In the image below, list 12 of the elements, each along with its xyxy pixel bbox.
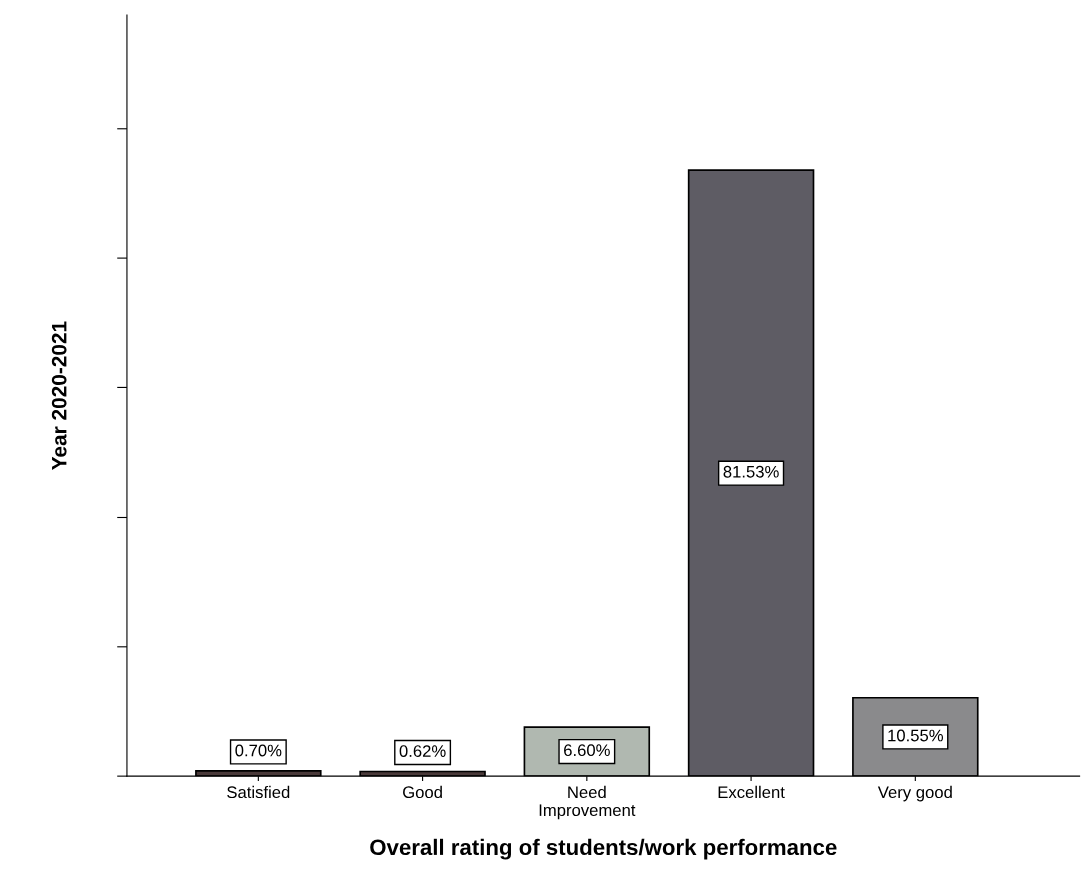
x-axis-title: Overall rating of students/work performance xyxy=(370,838,837,860)
data-label: 10.55% xyxy=(888,729,943,742)
data-label: 0.70% xyxy=(235,744,282,757)
data-label: 0.62% xyxy=(399,745,446,757)
x-tick-label: Excellent xyxy=(718,785,785,799)
x-tick-label: Very good xyxy=(877,785,952,802)
data-label: 6.60% xyxy=(564,744,610,757)
x-tick-label: Good xyxy=(403,785,442,799)
y-axis-title: Year 2020-2021 xyxy=(51,321,67,470)
x-tick-label: Need Improvement xyxy=(539,785,636,820)
data-label: 81.53% xyxy=(723,465,779,478)
x-tick-label: Satisfied xyxy=(227,785,290,799)
